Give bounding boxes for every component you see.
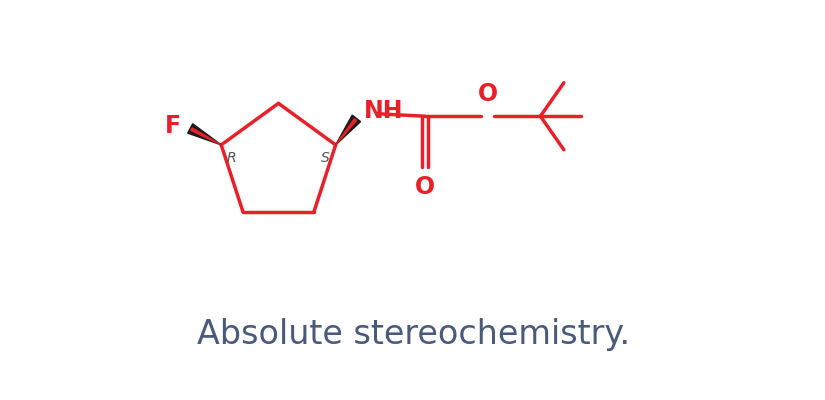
Text: R: R bbox=[227, 151, 237, 165]
Polygon shape bbox=[191, 128, 221, 145]
Polygon shape bbox=[336, 119, 356, 145]
Polygon shape bbox=[336, 115, 361, 145]
Text: Absolute stereochemistry.: Absolute stereochemistry. bbox=[196, 318, 629, 351]
Text: F: F bbox=[165, 114, 182, 138]
Text: O: O bbox=[478, 82, 497, 106]
Text: O: O bbox=[415, 176, 435, 200]
Text: S: S bbox=[321, 151, 329, 165]
Polygon shape bbox=[188, 124, 221, 145]
Text: NH: NH bbox=[364, 100, 403, 124]
